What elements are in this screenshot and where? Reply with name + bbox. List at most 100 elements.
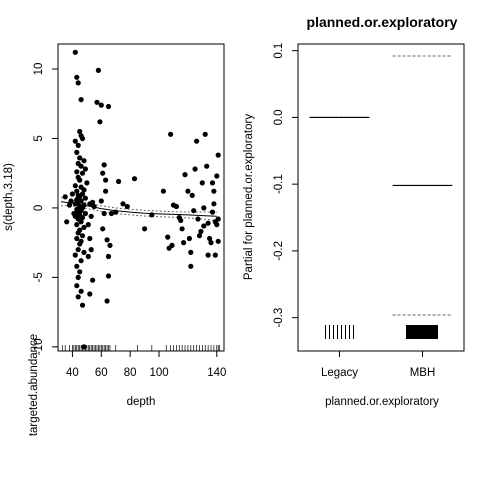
residual-point bbox=[105, 273, 112, 279]
residual-point bbox=[75, 142, 81, 148]
residual-point bbox=[74, 263, 80, 269]
y-tick-label: 0 bbox=[33, 205, 45, 211]
residual-point bbox=[97, 119, 103, 125]
residual-point bbox=[66, 202, 73, 208]
residual-point bbox=[72, 49, 78, 55]
residual-point bbox=[108, 210, 114, 217]
residual-point bbox=[116, 178, 122, 185]
residual-point bbox=[78, 258, 84, 264]
residual-point bbox=[212, 219, 218, 225]
residual-point bbox=[84, 180, 90, 186]
residual-point bbox=[77, 128, 83, 135]
residual-point bbox=[72, 201, 78, 207]
residual-point bbox=[103, 188, 109, 194]
residual-point bbox=[101, 162, 107, 168]
y-tick-label: 5 bbox=[33, 135, 45, 141]
residual-point bbox=[88, 247, 94, 253]
residual-point bbox=[181, 240, 187, 246]
residual-point bbox=[205, 252, 211, 258]
smooth-axis-ticks: 40 60 80 100 140 -10 -5 0 5 10 bbox=[33, 63, 226, 379]
residual-point bbox=[191, 208, 197, 214]
residual-point bbox=[69, 191, 75, 197]
residual-point bbox=[98, 102, 104, 108]
y-tick-label: 0.1 bbox=[273, 43, 285, 59]
residual-point bbox=[124, 203, 130, 210]
residual-point bbox=[82, 210, 88, 217]
factor-panel: planned.or.exploratory -0.3 -0.2 -0.1 0.0 0.… bbox=[243, 14, 465, 408]
residual-point bbox=[215, 238, 221, 244]
residual-point bbox=[178, 217, 184, 223]
y-tick-label: -0.1 bbox=[273, 174, 285, 194]
y-tick-label: -5 bbox=[33, 272, 45, 282]
residual-point bbox=[105, 103, 112, 110]
residual-point bbox=[199, 180, 205, 186]
residual-point bbox=[82, 166, 88, 172]
residual-point bbox=[74, 283, 80, 289]
residual-point bbox=[185, 188, 191, 194]
residual-point bbox=[104, 237, 110, 243]
residual-point bbox=[79, 233, 86, 239]
x-tick-label: 140 bbox=[207, 367, 226, 379]
x-tick-label: 60 bbox=[95, 367, 108, 379]
smooth-y-axis-label: s(depth,3.18) bbox=[3, 163, 15, 231]
residual-point bbox=[179, 226, 185, 232]
residual-point bbox=[79, 135, 86, 142]
residual-point bbox=[78, 163, 84, 169]
residual-point bbox=[101, 210, 107, 217]
residual-point bbox=[64, 219, 70, 225]
smooth-lower-band bbox=[60, 205, 217, 221]
residual-point bbox=[77, 241, 83, 247]
residual-point bbox=[78, 97, 84, 103]
residual-point bbox=[188, 249, 194, 255]
residual-point bbox=[81, 249, 87, 255]
residual-point bbox=[82, 195, 88, 201]
residual-point bbox=[62, 194, 68, 200]
residual-point bbox=[160, 188, 166, 194]
residual-point bbox=[75, 274, 81, 280]
residual-point bbox=[77, 177, 83, 183]
residual-point bbox=[165, 234, 171, 240]
residual-point bbox=[103, 177, 109, 183]
residual-point bbox=[100, 170, 106, 176]
residual-point bbox=[98, 198, 104, 204]
residual-point bbox=[75, 247, 81, 253]
residual-point bbox=[79, 170, 86, 176]
category-label: MBH bbox=[410, 367, 436, 379]
residual-point bbox=[212, 252, 218, 258]
residual-point bbox=[74, 222, 80, 228]
residual-point bbox=[173, 203, 179, 210]
residual-point bbox=[72, 138, 78, 144]
residual-point bbox=[113, 209, 119, 215]
residual-point bbox=[168, 131, 174, 137]
y-tick-label: -0.2 bbox=[273, 241, 285, 261]
x-tick-label: 80 bbox=[124, 367, 137, 379]
residual-point bbox=[205, 220, 211, 226]
residual-point bbox=[182, 172, 188, 178]
y-tick-label: -0.3 bbox=[273, 308, 285, 328]
residual-point bbox=[209, 209, 216, 215]
extra-y-axis-label: targeted.abundance bbox=[28, 334, 40, 436]
residual-point bbox=[74, 188, 80, 194]
residual-point bbox=[214, 173, 220, 179]
residual-point bbox=[95, 67, 101, 73]
residual-point bbox=[77, 155, 83, 161]
residual-point bbox=[94, 99, 100, 105]
residual-point bbox=[78, 219, 84, 225]
residual-point bbox=[100, 226, 106, 232]
residual-point bbox=[215, 152, 221, 158]
residual-point bbox=[90, 199, 96, 205]
residual-point bbox=[196, 233, 203, 239]
residual-point bbox=[142, 226, 148, 232]
factor-x-axis-label: planned.or.exploratory bbox=[325, 396, 439, 408]
residual-point bbox=[186, 235, 192, 242]
residual-point bbox=[188, 263, 194, 269]
factor-estimates bbox=[309, 55, 453, 339]
y-tick-label: 10 bbox=[33, 63, 45, 76]
residual-point bbox=[209, 180, 216, 186]
residual-point bbox=[201, 205, 207, 211]
residual-point bbox=[75, 294, 81, 300]
residual-point bbox=[202, 131, 208, 137]
residual-point bbox=[194, 138, 200, 144]
x-tick-label: 40 bbox=[66, 367, 79, 379]
